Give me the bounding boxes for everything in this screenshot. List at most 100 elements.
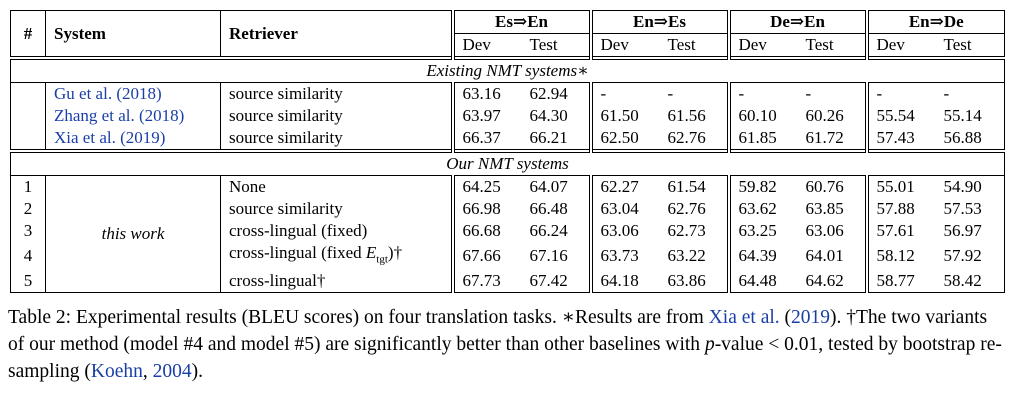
retriever: source similarity [220,127,453,151]
caption-text: -value < 0.01, tested by bootstrap re-sa… [8,334,1002,382]
score: 63.73 [588,242,660,271]
score: 54.90 [935,175,1005,198]
score: 60.76 [805,177,844,196]
table-row: Xia et al. (2019) source similarity 66.37 6… [10,127,1005,151]
row-index [10,82,46,105]
score: 60.10 [726,105,798,127]
table-row: Gu et al. (2018) source similarity 63.16 62… [10,82,1005,105]
table-row: Zhang et al. (2018) source similarity 63.9… [10,105,1005,127]
row-index [10,127,46,151]
score: 63.04 [588,198,660,220]
retriever: cross-lingual (fixed Etgt)† [220,242,453,271]
score: 62.27 [588,175,660,198]
score: 63.62 [726,198,798,220]
retriever: source similarity [220,198,453,220]
score: 63.86 [659,270,729,294]
score: 55.14 [935,105,1005,127]
score: 62.50 [588,127,660,151]
score: 63.85 [805,199,844,218]
score: 56.88 [935,127,1005,151]
score: 57.88 [864,198,936,220]
score: 67.66 [450,242,522,271]
score: 64.01 [805,246,844,266]
retriever: cross-lingual (fixed) [220,220,453,242]
score: - [864,82,936,105]
retriever: source similarity [220,82,453,105]
score: 61.50 [588,105,660,127]
task-header: De⇒En [726,10,867,34]
score: 66.68 [450,220,522,242]
score: 63.25 [726,220,798,242]
row-index: 1 [10,175,46,198]
caption-text: , [142,361,153,382]
retriever-var: E [365,243,377,262]
score: - [588,82,660,105]
split-header: Dev [588,33,660,58]
score: 60.26 [805,106,844,125]
section-row: Our NMT systems [10,149,1005,176]
split-header: Dev [864,33,936,58]
retriever-sub: tgt [376,253,388,266]
score: 58.12 [864,242,936,271]
retriever: cross-lingual† [220,270,453,294]
section-title: Existing NMT systems∗ [10,56,1005,83]
score: 55.01 [864,175,936,198]
row-index: 2 [10,198,46,220]
caption-text: p [704,334,715,355]
header-row: # System Retriever Es⇒En En⇒Es De⇒En En⇒De [10,10,1005,58]
citation-link: 2004 [152,361,192,382]
caption-text: ). [191,361,203,382]
task-header: En⇒Es [588,10,729,34]
score: 66.98 [450,198,522,220]
row-index: 5 [10,270,46,294]
score: 58.77 [864,270,936,294]
citation-link: Koehn [90,361,143,382]
score: - [935,82,1005,105]
system-name: Gu et al. (2018) [45,82,221,105]
score: - [667,84,674,103]
section-title: Our NMT systems [10,149,1005,176]
score: 63.97 [450,105,522,127]
citation-link: Xia et al. [708,307,780,328]
table-row: 4 cross-lingual (fixed Etgt)† 67.66 67.16 63… [10,242,1005,271]
score: 57.53 [935,198,1005,220]
caption: Table 2: Experimental results (BLEU scor… [8,304,1008,385]
score: 64.62 [797,270,867,294]
score: 63.06 [588,220,660,242]
split-header: Test [667,35,696,54]
score: 59.82 [726,175,798,198]
caption-text: ( [779,307,792,328]
table-row: 5 cross-lingual† 67.73 67.42 64.18 63.86 64.48… [10,270,1005,294]
system-name: Xia et al. (2019) [45,127,221,151]
index-header: # [10,10,46,58]
retriever-text: cross-lingual (fixed [229,243,366,262]
score: 62.76 [667,199,706,218]
retriever-header: Retriever [220,10,453,58]
score: 63.22 [667,246,706,266]
split-header: Dev [450,33,522,58]
split-header: Dev [726,33,798,58]
results-table: # System Retriever Es⇒En En⇒Es De⇒En En⇒De … [10,10,1005,294]
table-row: 3 cross-lingual (fixed) 66.68 66.24 63.06 62.… [10,220,1005,242]
score: 61.72 [805,128,844,147]
retriever-suffix: )† [387,243,403,262]
score: 55.54 [864,105,936,127]
score: 64.48 [726,270,798,294]
split-header: Test [805,35,834,54]
task-header: Es⇒En [450,10,591,34]
caption-text: Table 2: Experimental results (BLEU scor… [8,307,709,328]
retriever: source similarity [220,105,453,127]
score: 67.73 [450,270,522,294]
score: 63.06 [805,221,844,240]
score: 64.18 [588,270,660,294]
row-index: 3 [10,220,46,242]
split-header: Test [935,33,1005,58]
score: 66.21 [529,128,568,147]
score: - [805,84,812,103]
task-header: En⇒De [864,10,1005,34]
score: 64.25 [450,175,522,198]
score: 66.48 [529,199,568,218]
split-row: Dev Test Dev Test Dev Test Dev Test [11,33,1005,58]
row-index [10,105,46,127]
score: 67.42 [521,270,591,294]
